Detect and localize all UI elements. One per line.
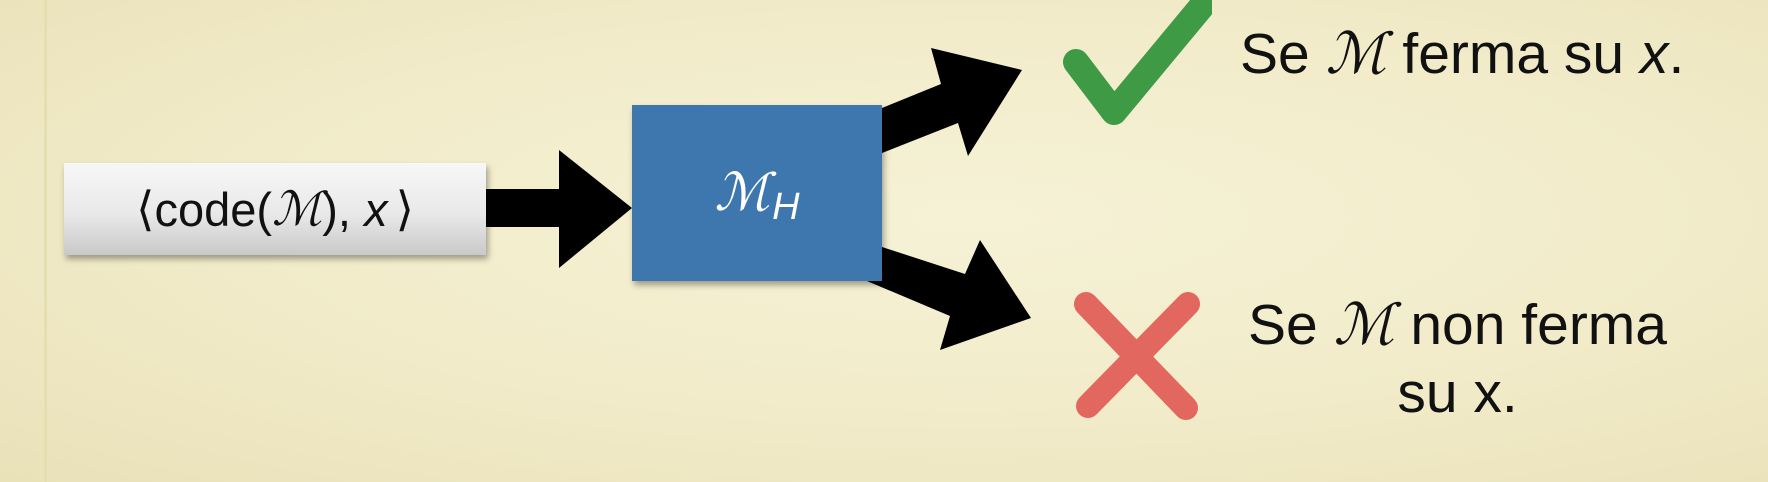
halt-variable: x <box>1639 22 1669 86</box>
nohalt-line-2: su x. <box>1397 361 1518 426</box>
close-bracket: ⟩ <box>395 182 414 235</box>
input-variable: x <box>364 182 388 236</box>
nohalt-line1-suffix: non ferma <box>1394 293 1667 357</box>
halt-arrow <box>882 48 1022 156</box>
code-suffix: ), <box>322 182 365 236</box>
halt-result-text: Se ℳ ferma su x. <box>1240 20 1684 88</box>
cross-icon <box>1074 292 1200 420</box>
nohalt-result-text: Se ℳ non ferma su x. <box>1248 291 1667 428</box>
halt-suffix: . <box>1668 22 1685 86</box>
halt-machine-symbol: ℳ <box>1325 21 1387 87</box>
nohalt-arrow <box>867 240 1031 350</box>
nohalt-prefix: Se <box>1248 293 1334 357</box>
machine-subscript: H <box>772 185 800 228</box>
input-box: ⟨ code( ℳ ), x ⟩ <box>64 163 486 255</box>
nohalt-machine-symbol: ℳ <box>1333 292 1395 358</box>
machine-symbol: ℳ <box>272 181 323 237</box>
nohalt-line-1: Se ℳ non ferma <box>1248 291 1667 359</box>
input-arrow <box>486 150 632 268</box>
open-bracket: ⟨ <box>136 182 155 235</box>
checkmark-icon <box>1063 0 1212 125</box>
halt-middle: ferma su <box>1386 22 1640 86</box>
slide-left-rule <box>44 0 47 482</box>
halt-prefix: Se <box>1240 22 1326 86</box>
code-prefix: code( <box>154 182 273 236</box>
machine-symbol: ℳ <box>714 163 771 223</box>
